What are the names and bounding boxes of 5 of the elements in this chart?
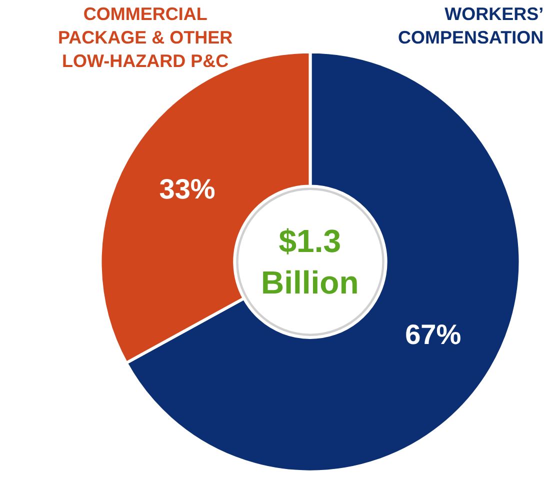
data-label: 33% — [159, 174, 216, 205]
text: $1.3 Billion — [261, 223, 359, 301]
slice-label: COMMERCIAL PACKAGE & OTHER LOW-HAZARD P&C — [58, 4, 233, 71]
data-label: 67% — [405, 319, 462, 350]
slice-label: WORKERS’ COMPENSATION — [398, 4, 544, 48]
